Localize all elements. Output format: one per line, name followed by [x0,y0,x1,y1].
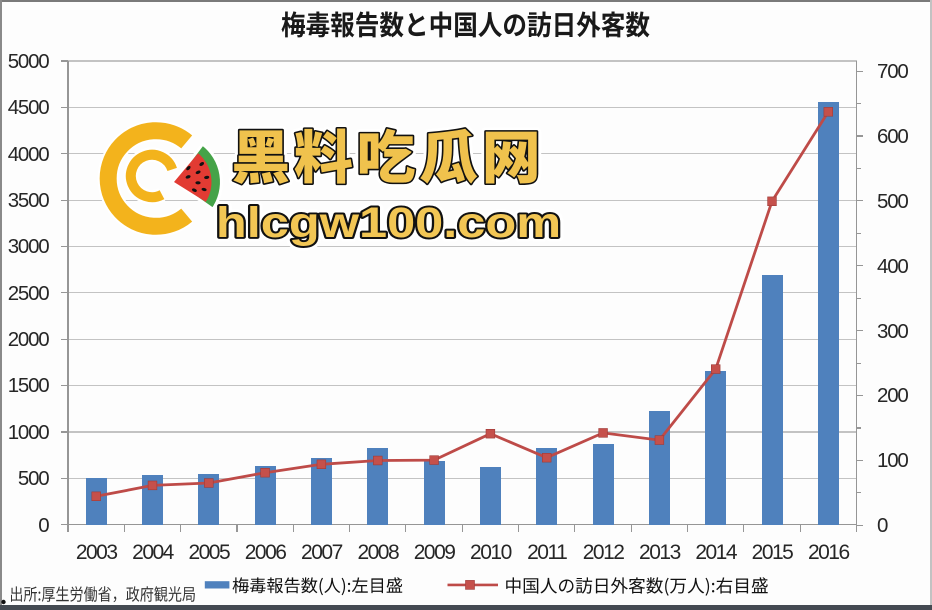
svg-text:hlcgw100.com: hlcgw100.com [216,199,561,247]
svg-text:hlcgw100.com: hlcgw100.com [216,199,561,247]
svg-text:hlcgw100.com: hlcgw100.com [216,199,561,247]
